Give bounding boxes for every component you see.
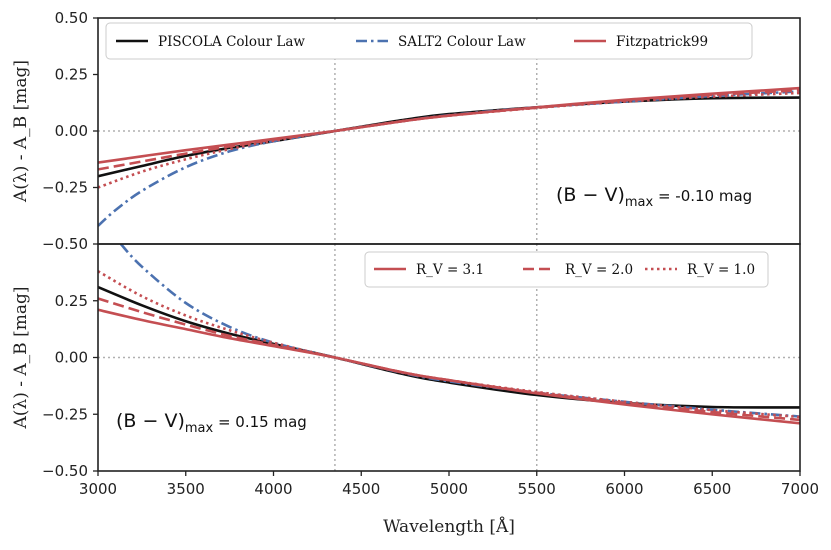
legend-bottom-label: R_V = 1.0 bbox=[687, 262, 755, 278]
bottom-ytick-label: −0.25 bbox=[42, 405, 88, 423]
bottom-ylabel: A(λ) - A_B [mag] bbox=[11, 287, 31, 430]
legend-top-label: PISCOLA Colour Law bbox=[158, 34, 305, 50]
xtick-label: 7000 bbox=[781, 480, 819, 498]
top-ytick-label: −0.50 bbox=[42, 235, 88, 253]
legend-top-label: Fitzpatrick99 bbox=[616, 34, 708, 50]
legend-bottom-label: R_V = 2.0 bbox=[565, 262, 633, 278]
top-series-fitzpatrick99-r-v-2-0 bbox=[98, 89, 800, 171]
top-series-fitzpatrick99-r-v-3-1 bbox=[98, 86, 800, 164]
xtick-label: 6000 bbox=[605, 480, 643, 498]
bottom-series-fitzpatrick99-r-v-2-0 bbox=[98, 297, 800, 422]
bottom-annotation: (B − V)max = 0.15 mag bbox=[116, 410, 307, 436]
legend-top-box bbox=[105, 22, 753, 60]
bottom-ytick-label: −0.50 bbox=[42, 462, 88, 480]
bottom-series-fitzpatrick99-r-v-1-0 bbox=[98, 270, 800, 419]
xlabel: Wavelength [Å] bbox=[383, 516, 515, 537]
top-series-salt2-colour-law bbox=[98, 90, 800, 227]
xtick-label: 6500 bbox=[693, 480, 731, 498]
top-series-piscola-colour-law bbox=[98, 96, 800, 178]
xtick-label: 3000 bbox=[79, 480, 117, 498]
xtick-label: 4000 bbox=[254, 480, 292, 498]
bottom-series-fitzpatrick99-r-v-3-1 bbox=[98, 308, 800, 425]
bottom-ytick-label: 0.00 bbox=[55, 349, 88, 367]
xtick-label: 4500 bbox=[342, 480, 380, 498]
top-annotation: (B − V)max = -0.10 mag bbox=[556, 184, 752, 210]
top-ytick-label: 0.00 bbox=[55, 122, 88, 140]
top-ylabel: A(λ) - A_B [mag] bbox=[11, 60, 31, 203]
bottom-series-piscola-colour-law bbox=[98, 285, 800, 409]
xtick-label: 5000 bbox=[430, 480, 468, 498]
legend-bottom: R_V = 3.1 R_V = 2.0 R_V = 1.0 bbox=[364, 251, 769, 288]
legend-top-label: SALT2 Colour Law bbox=[398, 34, 526, 50]
legend-top: PISCOLA Colour Law SALT2 Colour Law Fitzpa… bbox=[105, 22, 753, 60]
xtick-label: 3500 bbox=[167, 480, 205, 498]
legend-bottom-box bbox=[364, 251, 769, 288]
top-series-fitzpatrick99-r-v-1-0 bbox=[98, 91, 800, 189]
top-ytick-label: 0.25 bbox=[55, 66, 88, 84]
xtick-label: 5500 bbox=[518, 480, 556, 498]
legend-bottom-label: R_V = 3.1 bbox=[416, 262, 484, 278]
top-ytick-label: 0.50 bbox=[55, 9, 88, 27]
top-ytick-label: −0.25 bbox=[42, 179, 88, 197]
bottom-ytick-label: 0.25 bbox=[55, 292, 88, 310]
